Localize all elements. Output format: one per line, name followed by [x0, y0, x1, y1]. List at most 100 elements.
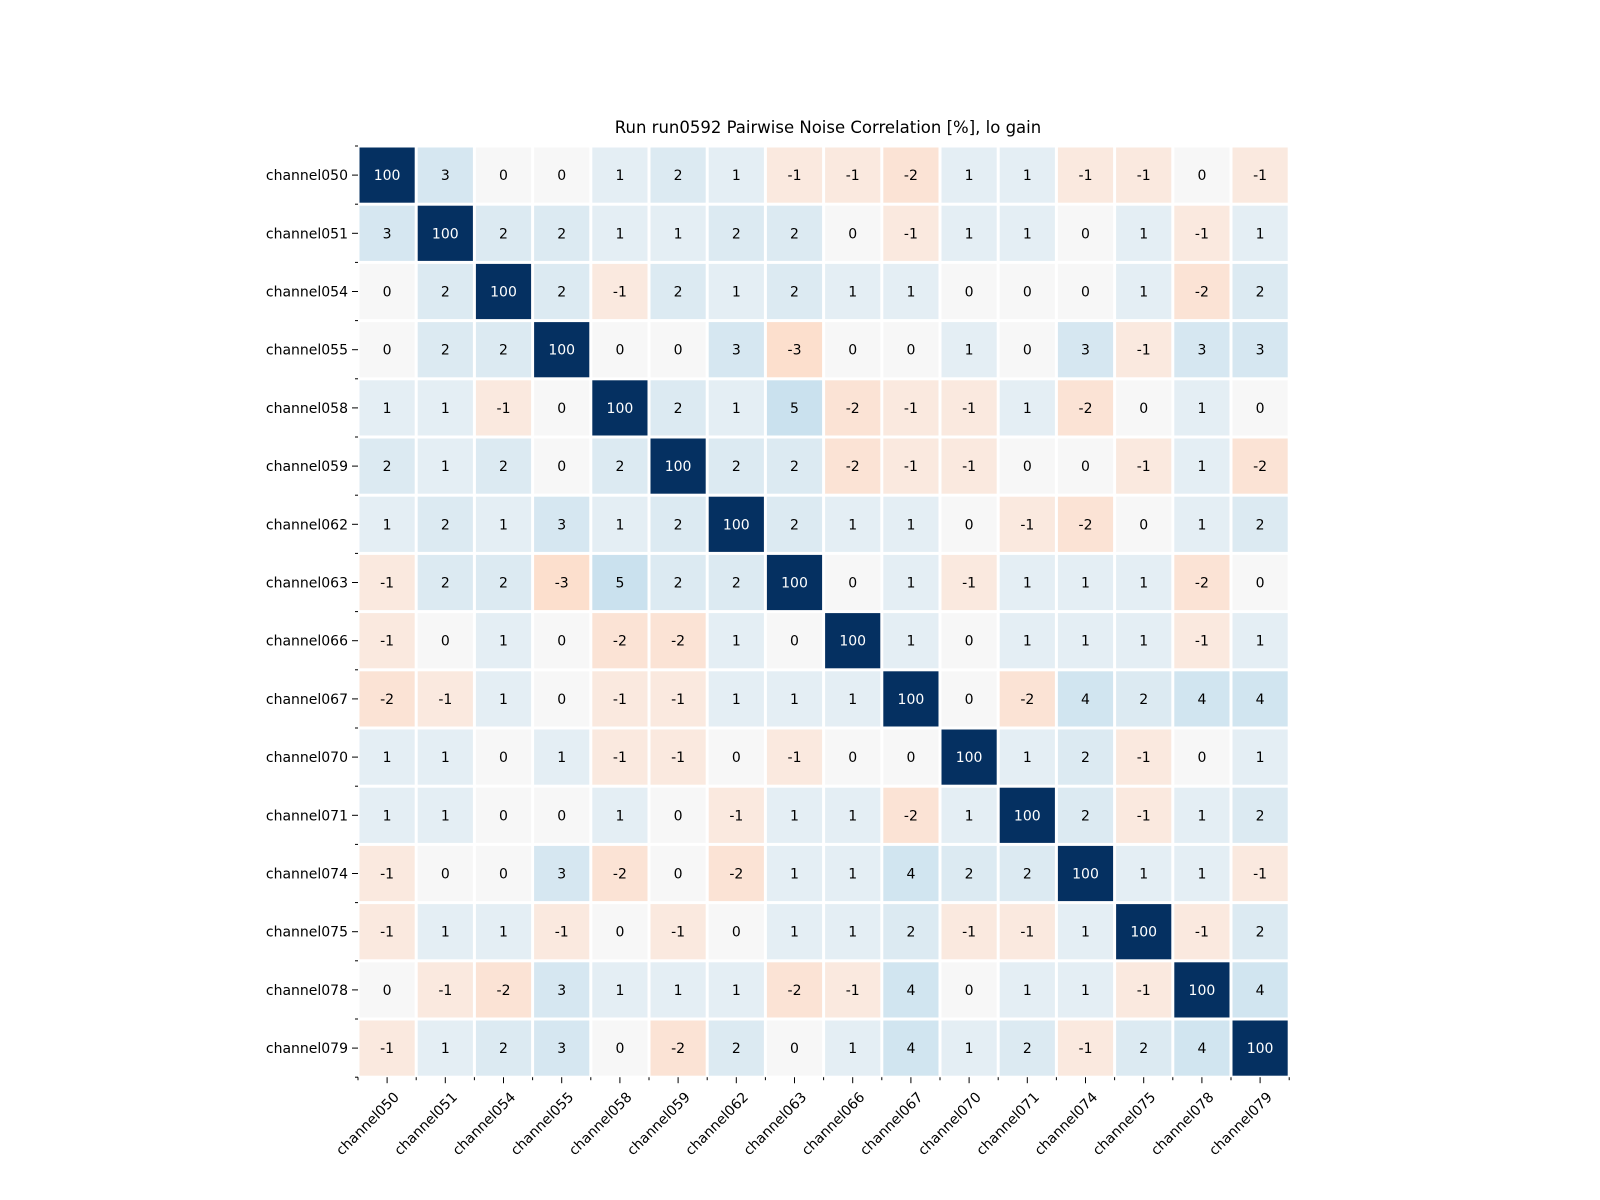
cell-value-label: 4: [1197, 1041, 1206, 1057]
cell-value-label: -1: [962, 925, 976, 941]
cell-value-label: 1: [906, 576, 915, 592]
cell-value-label: -2: [613, 634, 627, 650]
cell-value-label: -1: [846, 168, 860, 184]
cell-value-label: -2: [1195, 576, 1209, 592]
heatmap-cell: [1116, 671, 1172, 727]
heatmap-cell: [417, 1020, 473, 1076]
cell-value-label: 1: [906, 517, 915, 533]
heatmap-cell: [1057, 147, 1114, 203]
heatmap-cell: [1232, 496, 1288, 552]
heatmap-cell: [1174, 962, 1230, 1018]
heatmap-cell: [941, 613, 997, 669]
cell-value-label: 0: [848, 343, 857, 359]
cell-value-label: 1: [1139, 867, 1148, 883]
heatmap-cell: [883, 380, 939, 436]
cell-value-label: 1: [1023, 983, 1032, 999]
cell-value-label: 2: [557, 226, 566, 242]
cell-value-label: 3: [383, 226, 392, 242]
heatmap-cell: [592, 380, 648, 436]
cell-value-label: 2: [1023, 1041, 1032, 1057]
heatmap-cell: [766, 205, 823, 261]
heatmap-cell: [1232, 613, 1288, 669]
heatmap-cell: [941, 438, 997, 494]
heatmap-cell: [825, 845, 881, 902]
heatmap-cell: [941, 962, 997, 1018]
heatmap-cell: [941, 845, 997, 902]
heatmap-cell: [1057, 438, 1114, 494]
heatmap-cell: [650, 962, 706, 1018]
cell-value-label: 0: [557, 692, 566, 708]
heatmap-cell: [883, 787, 939, 843]
cell-value-label: 2: [1139, 692, 1148, 708]
heatmap-cell: [1116, 845, 1172, 902]
heatmap-cell: [475, 496, 532, 552]
heatmap-cell: [359, 438, 415, 494]
heatmap-cell: [475, 671, 532, 727]
heatmap-cell: [534, 613, 590, 669]
cell-value-label: -1: [380, 1041, 394, 1057]
cell-value-label: -2: [1079, 401, 1093, 417]
heatmap-cell: [650, 671, 706, 727]
cell-value-label: 1: [499, 692, 508, 708]
heatmap-cell: [1116, 438, 1172, 494]
heatmap-cell: [1116, 554, 1172, 611]
cell-value-label: -1: [788, 168, 802, 184]
cell-value-label: 2: [499, 343, 508, 359]
cell-value-label: -2: [1195, 285, 1209, 301]
cell-value-label: 1: [1081, 983, 1090, 999]
heatmap-cell: [592, 671, 648, 727]
cell-value-label: 3: [1081, 343, 1090, 359]
heatmap-cell: [1174, 554, 1230, 611]
heatmap-cell: [766, 845, 823, 902]
heatmap-cell: [650, 147, 706, 203]
cell-value-label: 1: [615, 168, 624, 184]
cell-value-label: 0: [848, 576, 857, 592]
heatmap-cell: [592, 729, 648, 785]
heatmap-cell: [534, 147, 590, 203]
heatmap-cell: [1232, 205, 1288, 261]
cell-value-label: -2: [904, 168, 918, 184]
cell-value-label: 0: [441, 634, 450, 650]
heatmap-cell: [475, 322, 532, 378]
cell-value-label: -2: [497, 983, 511, 999]
heatmap-cell: [766, 147, 823, 203]
cell-value-label: -1: [962, 401, 976, 417]
cell-value-label: 0: [674, 343, 683, 359]
cell-value-label: -1: [788, 750, 802, 766]
y-axis-tick-label: channel066: [266, 634, 348, 650]
heatmap-cell: [883, 671, 939, 727]
heatmap-cell: [359, 671, 415, 727]
heatmap-cell: [766, 1020, 823, 1076]
heatmap-cell: [650, 787, 706, 843]
cell-value-label: -2: [613, 867, 627, 883]
cell-value-label: -1: [555, 925, 569, 941]
cell-value-label: 0: [557, 808, 566, 824]
heatmap-cell: [1057, 263, 1114, 320]
cell-value-label: 0: [848, 226, 857, 242]
cell-value-label: 3: [732, 343, 741, 359]
heatmap-cell: [1174, 729, 1230, 785]
heatmap-cell: [1232, 787, 1288, 843]
cell-value-label: 2: [499, 576, 508, 592]
cell-value-label: 5: [790, 401, 799, 417]
heatmap-cell: [825, 380, 881, 436]
cell-value-label: 0: [965, 634, 974, 650]
cell-value-label: -1: [962, 459, 976, 475]
heatmap-cell: [1057, 205, 1114, 261]
heatmap-cell: [1116, 205, 1172, 261]
cell-value-label: 100: [898, 692, 925, 708]
cell-value-label: 2: [1081, 808, 1090, 824]
heatmap-cell: [999, 147, 1055, 203]
cell-value-label: -1: [904, 226, 918, 242]
cell-value-label: -2: [671, 1041, 685, 1057]
heatmap-cell: [475, 845, 532, 902]
heatmap-cell: [766, 438, 823, 494]
cell-value-label: -1: [962, 576, 976, 592]
heatmap-cell: [475, 962, 532, 1018]
heatmap-cell: [417, 380, 473, 436]
heatmap-cell: [1232, 554, 1288, 611]
cell-value-label: 1: [615, 226, 624, 242]
heatmap-cell: [534, 380, 590, 436]
y-axis-tick-label: channel079: [266, 1041, 348, 1057]
cell-value-label: 0: [1139, 517, 1148, 533]
